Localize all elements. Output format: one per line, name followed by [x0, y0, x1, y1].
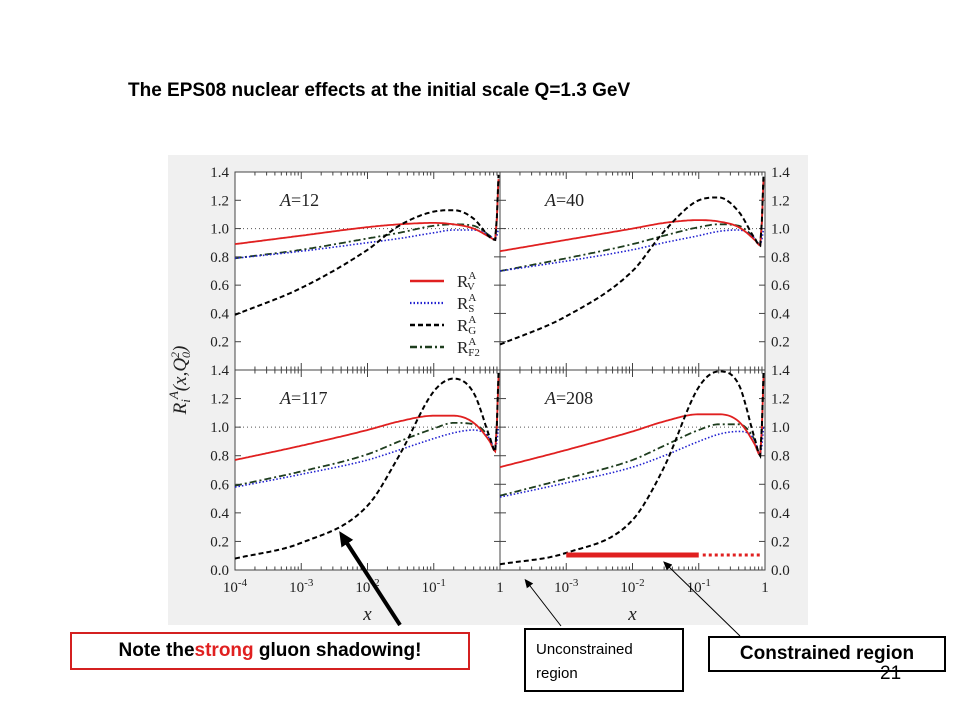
panel-a-208: 0.0 0.2 0.4 0.6 0.8 1.0 1.2 1.4 10-3 10-2 10-1 1 x A=…: [499, 363, 790, 625]
unconstrained-line2: region: [536, 665, 578, 682]
x-axis-label: x: [362, 604, 372, 625]
series-sea: [499, 228, 765, 272]
x-tick-label: 1: [496, 580, 504, 596]
slide-title: The EPS08 nuclear effects at the initial…: [128, 80, 631, 101]
y-tick-label: 0.6: [210, 477, 229, 493]
panel-label: A=40: [544, 190, 584, 210]
x-tick-label: 10-1: [687, 577, 711, 596]
x-tick-label: 10-3: [289, 577, 314, 596]
note-highlight: strong: [194, 640, 254, 661]
panel-frame: [234, 171, 501, 371]
gluon-note-arrow: [339, 531, 402, 627]
panel-label: A=208: [544, 388, 593, 408]
y-tick-label: 0.6: [210, 278, 229, 294]
y-tick-label: 1.4: [210, 165, 229, 181]
x-tick-label: 10-2: [620, 577, 644, 596]
y-tick-label: 1.2: [771, 392, 790, 408]
panel-label: A=12: [279, 190, 319, 210]
panel-frame: [499, 369, 766, 571]
y-tick-label: 0.6: [771, 477, 790, 493]
y-tick-label: 0.2: [210, 335, 229, 351]
panels-group: 0.2 0.4 0.6 0.8 1.0 1.2 1.4 A=12 0.2 0.4 0.6 0.8 1.0…: [166, 165, 790, 625]
legend-label-gluon: RA G: [457, 314, 476, 337]
note-after: gluon shadowing!: [253, 640, 422, 661]
gluon-shadowing-note: Note the strong gluon shadowing!: [70, 632, 470, 670]
y-tick-label: 1.2: [210, 392, 229, 408]
series-sea: [234, 228, 500, 260]
y-tick-label: 0.4: [210, 306, 229, 322]
series-valence: [499, 179, 765, 253]
y-tick-label: 0.4: [771, 306, 790, 322]
y-tick-label: 1.2: [771, 193, 790, 209]
y-tick-label: 0.4: [210, 506, 229, 522]
x-tick-label: 1: [761, 580, 769, 596]
series-f2: [234, 377, 500, 487]
series-gluon: [234, 174, 500, 316]
unconstrained-arrow: [524, 578, 562, 627]
legend-label-valence: RA V: [457, 270, 476, 293]
unconstrained-line1: Unconstrained: [536, 641, 633, 658]
panel-frame: [234, 369, 501, 571]
series-valence: [234, 179, 500, 245]
y-tick-label: 0.0: [771, 563, 790, 579]
y-tick-label: 0.6: [771, 278, 790, 294]
y-tick-label: 1.4: [771, 363, 790, 379]
y-tick-label: 1.0: [210, 420, 229, 436]
constrained-region-label: Constrained region: [708, 636, 946, 672]
legend-label-f2: RA F2: [457, 336, 480, 359]
y-tick-label: 0.2: [210, 534, 229, 550]
x-tick-label: 10-4: [223, 577, 248, 596]
x-axis-label: x: [627, 604, 637, 625]
series-f2: [499, 377, 765, 497]
y-tick-label: 0.4: [771, 506, 790, 522]
y-tick-label: 0.8: [771, 250, 790, 266]
x-tick-label: 10-1: [422, 577, 446, 596]
x-tick-label: 10-3: [554, 577, 579, 596]
series-valence: [234, 377, 500, 461]
panel-a-117: 0.00.20.40.60.81.01.21.410-410-310-210-1…: [210, 363, 504, 625]
y-tick-label: 0.2: [771, 335, 790, 351]
note-before: Note the: [118, 640, 195, 661]
legend-label-sea: RA S: [457, 292, 476, 315]
series-gluon: [499, 370, 765, 566]
y-tick-label: 1.2: [210, 193, 229, 209]
y-tick-label: 1.0: [771, 222, 790, 238]
y-tick-label: 1.4: [210, 363, 229, 379]
y-tick-label: 0.0: [210, 563, 229, 579]
panel-a-12: 0.2 0.4 0.6 0.8 1.0 1.2 1.4 A=12: [210, 165, 501, 371]
legend: RA VRA SRA GRA F2: [410, 270, 480, 359]
y-tick-label: 1.0: [210, 222, 229, 238]
annotations: [339, 531, 763, 637]
y-tick-label: 0.8: [210, 250, 229, 266]
series-valence: [499, 377, 765, 468]
panel-a-40: 0.2 0.4 0.6 0.8 1.0 1.2 1.4 A=40: [499, 165, 790, 371]
y-tick-label: 0.8: [771, 449, 790, 465]
series-gluon: [234, 372, 500, 560]
y-tick-label: 0.8: [210, 449, 229, 465]
constrained-arrow: [663, 561, 741, 637]
unconstrained-region-label: Unconstrained region: [524, 628, 684, 692]
panel-label: A=117: [279, 388, 327, 408]
y-axis-label: RiA(x,Q20): [166, 346, 193, 416]
y-tick-label: 1.0: [771, 420, 790, 436]
y-tick-label: 1.4: [771, 165, 790, 181]
page-number: 21: [880, 663, 902, 684]
y-tick-label: 0.2: [771, 534, 790, 550]
